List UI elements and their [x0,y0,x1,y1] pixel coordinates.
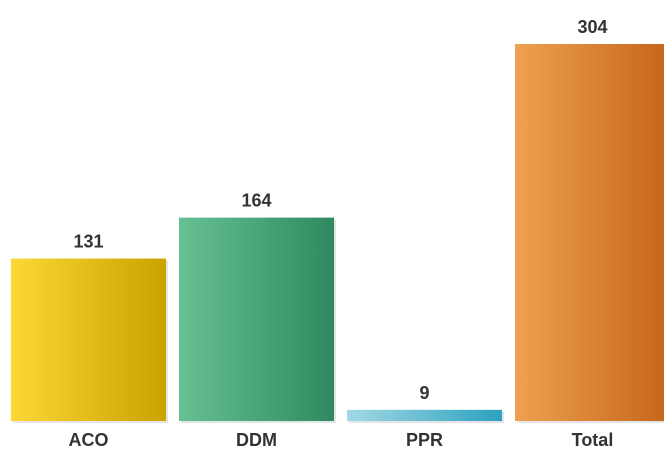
category-label-aco: ACO [69,430,109,450]
category-labels-group: ACO DDM PPR Total [69,430,614,450]
bar-ppr [347,409,502,421]
bars-group [11,44,664,423]
bar-total [515,44,664,421]
value-label-total: 304 [577,17,607,37]
value-labels-group: 131 164 9 304 [73,17,607,403]
value-label-aco: 131 [73,232,103,252]
bar-ddm [179,217,334,421]
category-label-ppr: PPR [406,430,443,450]
category-label-total: Total [572,430,614,450]
bar-aco [11,258,166,421]
value-label-ddm: 164 [241,191,271,211]
category-label-ddm: DDM [236,430,277,450]
value-label-ppr: 9 [419,383,429,403]
